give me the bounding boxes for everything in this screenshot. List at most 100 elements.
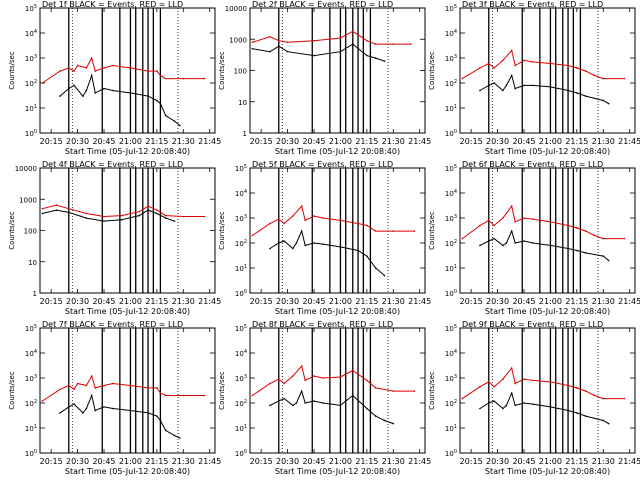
y-tick-label: 100 <box>445 129 457 138</box>
data-point <box>147 387 149 389</box>
data-point <box>300 205 303 207</box>
x-tick-label: 20:30 <box>66 137 89 146</box>
x-axis-label: Start Time (05-Jul-12 20:08:40) <box>485 147 610 156</box>
data-point <box>576 249 578 252</box>
data-point <box>277 218 280 220</box>
x-tick-label: 21:45 <box>198 137 221 146</box>
data-point <box>392 422 395 425</box>
data-point <box>67 406 70 408</box>
data-point <box>623 77 626 80</box>
data-point <box>59 412 61 414</box>
x-tick-label: 21:45 <box>408 297 431 306</box>
x-tick-label: 20:30 <box>486 297 509 306</box>
y-tick-label: 102 <box>25 79 37 88</box>
data-point <box>295 402 298 404</box>
x-axis-label: Start Time (05-Jul-12 20:08:40) <box>275 467 400 476</box>
data-point <box>182 394 185 397</box>
x-axis-label: Start Time (05-Jul-12 20:08:40) <box>65 307 190 316</box>
data-point <box>67 211 70 214</box>
data-point <box>112 64 114 67</box>
y-tick-label: 101 <box>445 104 457 113</box>
x-tick-label: 21:15 <box>565 457 588 466</box>
data-point <box>602 237 605 240</box>
data-point <box>532 403 534 405</box>
data-point <box>164 394 167 397</box>
y-tick-label: 104 <box>235 349 247 358</box>
data-point <box>277 378 280 380</box>
data-point <box>487 219 490 222</box>
chart-title: Det 2f BLACK = Events, RED = LLD <box>252 0 393 9</box>
data-point <box>313 39 315 42</box>
data-point <box>138 210 141 213</box>
data-point <box>292 375 294 377</box>
data-point <box>283 382 285 385</box>
x-tick-label: 21:45 <box>618 137 640 146</box>
x-axis-label: Start Time (05-Jul-12 20:08:40) <box>485 307 610 316</box>
data-point <box>59 95 61 97</box>
data-point <box>523 378 525 380</box>
y-tick-label: 102 <box>445 79 457 88</box>
y-tick-label: 105 <box>445 324 457 333</box>
y-tick-label: 102 <box>25 399 37 408</box>
data-point <box>339 376 342 378</box>
y-tick-label: 105 <box>25 324 37 333</box>
data-point <box>510 49 513 52</box>
x-tick-label: 20:45 <box>92 137 115 146</box>
data-point <box>138 214 141 217</box>
data-point <box>147 412 149 414</box>
data-point <box>514 242 517 244</box>
plot-frame <box>39 327 216 454</box>
y-tick-label: 102 <box>445 239 457 248</box>
y-tick-label: 104 <box>445 189 457 198</box>
data-point <box>94 92 97 94</box>
data-point <box>339 219 342 222</box>
data-point <box>269 50 271 53</box>
series-line-lld <box>462 49 625 80</box>
chart-title: Det 6f BLACK = Events, RED = LLD <box>462 160 603 169</box>
data-point <box>277 242 280 244</box>
data-point <box>164 214 167 217</box>
chart-title: Det 1f BLACK = Events, RED = LLD <box>42 0 183 9</box>
data-point <box>90 394 93 397</box>
y-tick-label: 102 <box>235 399 247 408</box>
data-point <box>461 77 464 80</box>
data-point <box>607 102 610 105</box>
data-point <box>549 62 552 65</box>
y-axis-label: Counts/sec <box>218 371 226 410</box>
y-tick-label: 103 <box>445 54 457 63</box>
data-point <box>147 70 149 72</box>
data-point <box>41 207 44 210</box>
x-tick-label: 21:30 <box>592 457 615 466</box>
data-point <box>510 392 513 394</box>
x-tick-label: 21:15 <box>145 137 168 146</box>
data-point <box>374 57 377 59</box>
data-point <box>584 70 587 72</box>
data-point <box>304 402 307 404</box>
y-tick-label: 104 <box>25 349 37 358</box>
data-point <box>147 209 149 211</box>
y-tick-label: 104 <box>235 189 247 198</box>
data-point <box>479 67 481 69</box>
data-point <box>292 404 294 407</box>
x-tick-label: 20:15 <box>40 297 63 306</box>
data-point <box>532 218 534 220</box>
y-axis-label: Counts/sec <box>428 371 436 410</box>
chart-title: Det 5f BLACK = Events, RED = LLD <box>252 160 393 169</box>
data-point <box>76 382 79 385</box>
data-point <box>103 215 105 218</box>
x-tick-label: 21:30 <box>172 297 195 306</box>
x-tick-label: 20:45 <box>92 457 115 466</box>
x-tick-label: 21:45 <box>408 137 431 146</box>
y-tick-label: 104 <box>445 29 457 38</box>
data-point <box>510 367 513 369</box>
series-line-lld <box>462 366 625 400</box>
data-point <box>366 255 368 257</box>
data-point <box>567 384 569 387</box>
data-point <box>283 222 285 225</box>
data-point <box>292 215 294 217</box>
y-tick-label: 102 <box>445 399 457 408</box>
data-point <box>584 95 587 97</box>
data-point <box>413 390 416 392</box>
data-point <box>313 215 315 217</box>
data-point <box>576 412 578 414</box>
